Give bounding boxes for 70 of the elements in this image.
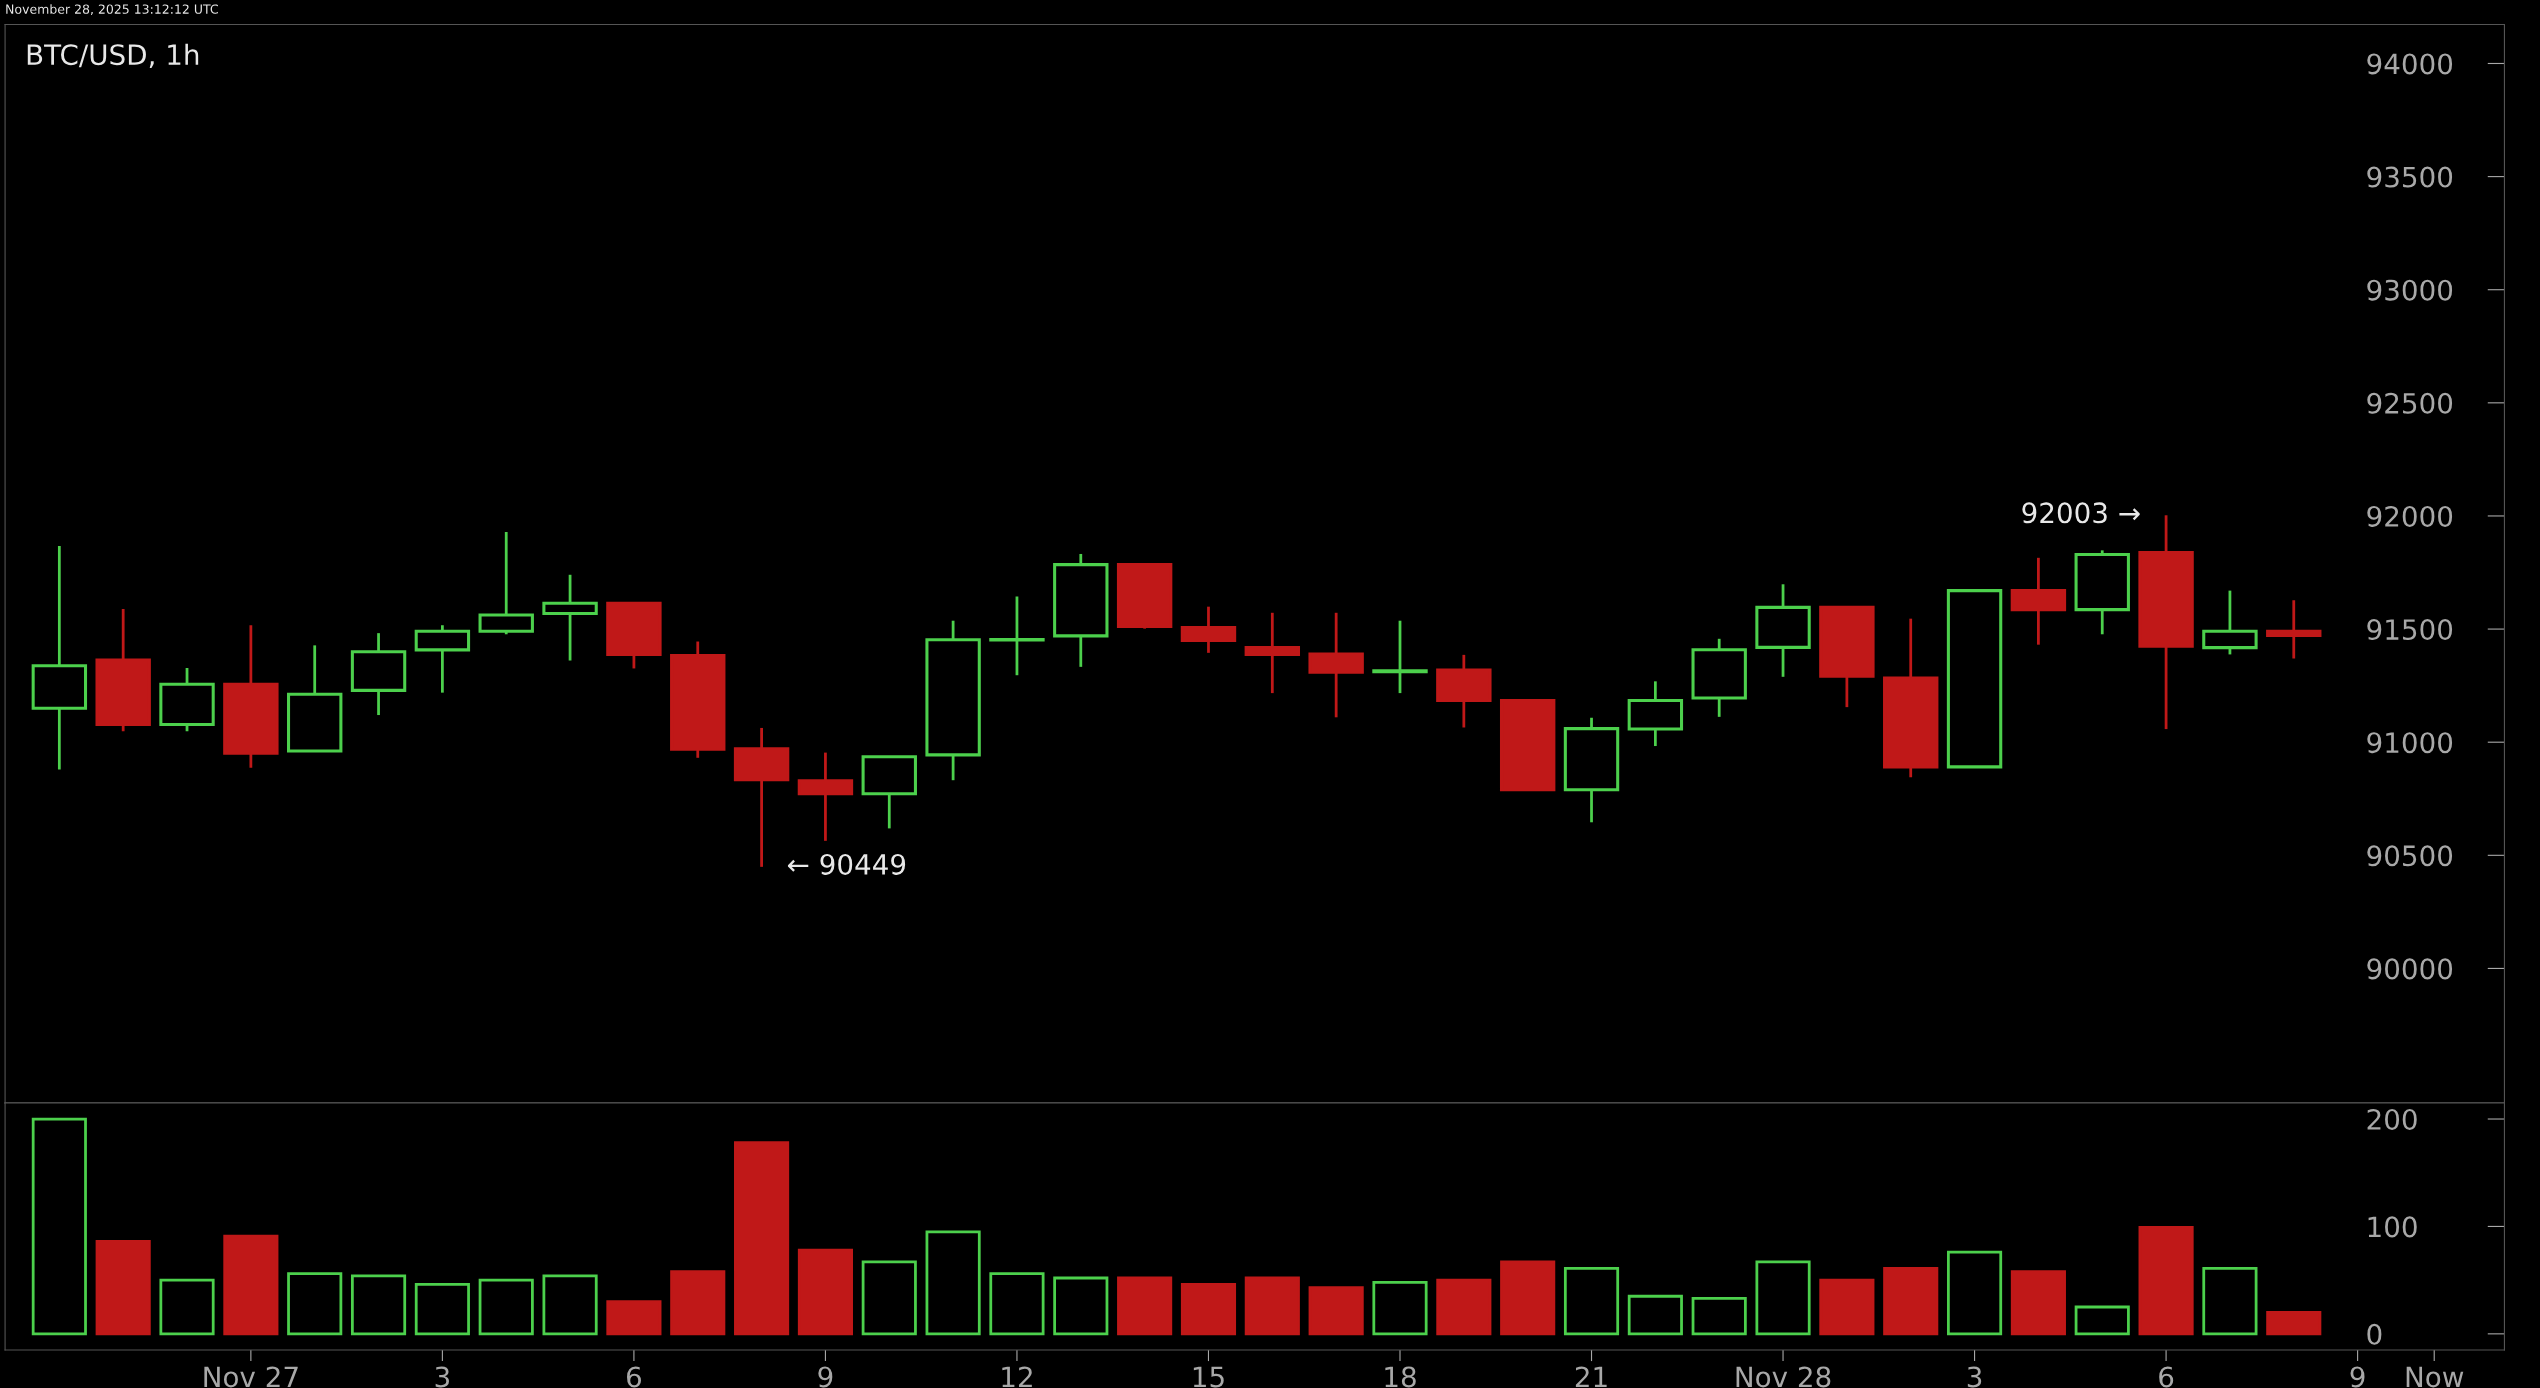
y-tick-label: 92500 <box>2367 392 2453 414</box>
x-tick-label: Nov 28 <box>1736 1366 1831 1388</box>
bar <box>95 1240 151 1336</box>
x-tick-label: 9 <box>2350 1366 2365 1388</box>
bar <box>1244 1276 1300 1336</box>
x-tick-label: 3 <box>1967 1366 1982 1388</box>
bar <box>1500 1260 1556 1336</box>
bar <box>1755 1260 1811 1336</box>
bar <box>2010 1270 2066 1336</box>
bar <box>1308 1286 1364 1336</box>
text: November 28, 2025 13:12:12 UTC <box>6 4 218 16</box>
y-tick-label: 93000 <box>2367 279 2453 301</box>
x-tick-label: 6 <box>627 1366 641 1388</box>
y-tick-label: 100 <box>2368 1216 2417 1238</box>
candlestick <box>542 573 598 662</box>
candlestick <box>1372 619 1428 695</box>
y-tick-label: 90500 <box>2367 845 2453 867</box>
y-tick-label: 92000 <box>2367 505 2453 527</box>
bar <box>1627 1294 1683 1336</box>
bar <box>2138 1226 2194 1336</box>
bar <box>2266 1310 2322 1336</box>
bar <box>2202 1266 2258 1336</box>
candlestick <box>1244 611 1301 695</box>
y-tick-label: 91000 <box>2367 732 2453 754</box>
bar <box>159 1278 215 1336</box>
x-tick-label: Now <box>2406 1366 2464 1388</box>
x-tick-label: 6 <box>2159 1366 2174 1388</box>
x-tick-label: 12 <box>1002 1366 1032 1388</box>
candlestick <box>2266 598 2322 660</box>
y-tick-label: 91500 <box>2367 619 2453 641</box>
bar <box>606 1300 662 1336</box>
candlestick <box>989 595 1045 677</box>
bar <box>223 1234 279 1336</box>
bar <box>1053 1276 1109 1336</box>
x-tick-label: 15 <box>1193 1366 1224 1388</box>
x-tick-label: 9 <box>818 1366 833 1388</box>
x-tick-label: 18 <box>1385 1366 1416 1388</box>
y-tick-label: 200 <box>2367 1108 2417 1130</box>
bar <box>734 1141 790 1336</box>
bar <box>1436 1278 1492 1336</box>
bar <box>989 1272 1045 1336</box>
bar <box>31 1117 87 1336</box>
bar <box>1372 1280 1428 1336</box>
bar <box>414 1283 470 1336</box>
bar <box>1691 1297 1747 1336</box>
y-tick-label: 0 <box>2367 1323 2382 1345</box>
bar <box>1947 1250 2003 1336</box>
y-tick-label: 94000 <box>2367 53 2453 75</box>
bar <box>861 1260 917 1336</box>
x-tick-label: 21 <box>1575 1366 1607 1388</box>
text: BTC/USD, 1h <box>27 43 199 68</box>
bar <box>478 1278 534 1336</box>
annotation: 92003 → <box>2022 502 2140 524</box>
bar <box>350 1274 407 1336</box>
x-tick-label: Nov 27 <box>204 1366 298 1388</box>
bar <box>1117 1276 1173 1336</box>
x-tick-label: 3 <box>435 1366 449 1388</box>
bar <box>1883 1266 1939 1336</box>
bar <box>1180 1283 1237 1336</box>
bar <box>797 1248 853 1336</box>
bar <box>670 1270 726 1336</box>
y-tick-label: 93500 <box>2367 166 2453 188</box>
bar <box>1819 1278 1875 1336</box>
bar <box>287 1272 343 1336</box>
bar <box>2074 1305 2130 1336</box>
y-tick-label: 90000 <box>2367 958 2453 980</box>
annotation: ← 90449 <box>787 853 906 875</box>
bar <box>925 1230 981 1336</box>
bar <box>542 1274 598 1336</box>
bar <box>1563 1266 1620 1336</box>
